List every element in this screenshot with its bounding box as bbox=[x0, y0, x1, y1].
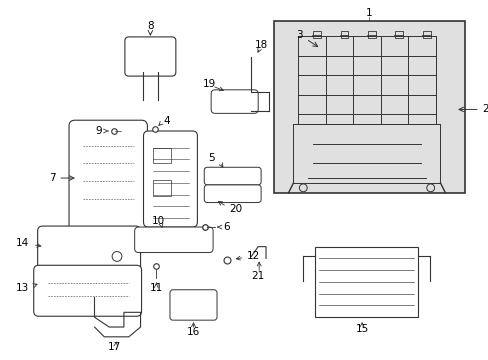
Bar bbox=[367, 31, 375, 38]
Bar bbox=[314, 247, 417, 317]
Text: 16: 16 bbox=[186, 327, 200, 337]
Bar bbox=[153, 148, 171, 163]
Text: 15: 15 bbox=[355, 324, 368, 334]
Text: 10: 10 bbox=[151, 216, 164, 226]
Text: 3: 3 bbox=[296, 30, 317, 46]
Bar bbox=[340, 31, 347, 38]
Text: 6: 6 bbox=[223, 222, 229, 232]
Text: 9: 9 bbox=[96, 126, 102, 136]
FancyBboxPatch shape bbox=[211, 90, 258, 113]
Text: 7: 7 bbox=[49, 173, 55, 183]
FancyBboxPatch shape bbox=[143, 131, 197, 227]
Circle shape bbox=[426, 184, 434, 192]
Circle shape bbox=[299, 184, 306, 192]
FancyBboxPatch shape bbox=[204, 185, 261, 203]
Text: 4: 4 bbox=[163, 116, 169, 126]
FancyBboxPatch shape bbox=[204, 167, 261, 185]
Bar bbox=[422, 31, 430, 38]
Text: 14: 14 bbox=[16, 238, 29, 248]
Text: 18: 18 bbox=[254, 40, 267, 50]
Bar bbox=[395, 31, 403, 38]
Text: 19: 19 bbox=[202, 79, 215, 89]
FancyBboxPatch shape bbox=[124, 37, 176, 76]
FancyBboxPatch shape bbox=[34, 265, 141, 316]
Circle shape bbox=[112, 252, 122, 261]
Text: 11: 11 bbox=[149, 283, 163, 293]
Text: 1: 1 bbox=[365, 8, 371, 18]
Bar bbox=[153, 180, 171, 196]
Text: 13: 13 bbox=[16, 283, 29, 293]
Text: 20: 20 bbox=[228, 204, 242, 215]
Bar bbox=[273, 21, 464, 193]
Text: 21: 21 bbox=[251, 271, 264, 281]
Text: 12: 12 bbox=[246, 251, 259, 261]
FancyBboxPatch shape bbox=[38, 226, 140, 273]
FancyBboxPatch shape bbox=[134, 227, 213, 252]
Text: 2: 2 bbox=[458, 104, 488, 114]
FancyBboxPatch shape bbox=[170, 290, 217, 320]
Text: 8: 8 bbox=[147, 21, 153, 31]
Text: 17: 17 bbox=[107, 342, 121, 352]
FancyBboxPatch shape bbox=[69, 120, 147, 235]
Text: 5: 5 bbox=[208, 153, 215, 163]
Bar bbox=[312, 31, 320, 38]
